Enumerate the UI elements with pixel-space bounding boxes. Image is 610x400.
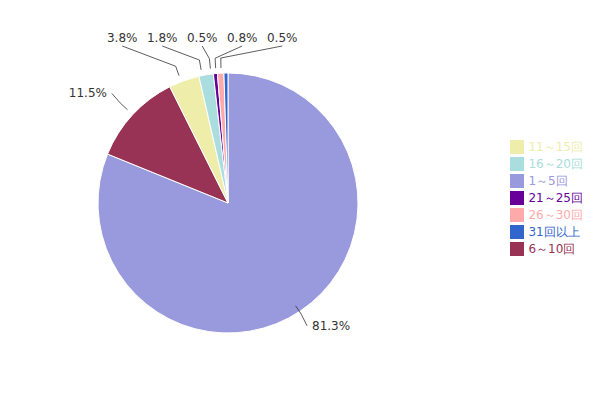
html-text:31回以上: 31回以上	[528, 224, 580, 239]
html-text:26～30回: 26～30回	[528, 207, 583, 222]
svg-text:0.5%: 0.5%	[267, 31, 298, 45]
svg-text:81.3%: 81.3%	[312, 319, 350, 333]
html-text:11～15回: 11～15回	[528, 139, 583, 154]
svg-text:11.5%: 11.5%	[69, 86, 107, 100]
html-text:6～10回: 6～10回	[528, 241, 576, 256]
svg-text:1.8%: 1.8%	[147, 31, 178, 45]
html-text:16～20回: 16～20回	[528, 156, 583, 171]
svg-text:0.5%: 0.5%	[187, 31, 218, 45]
html-text:1～5回: 1～5回	[528, 173, 568, 188]
html-text:21～25回: 21～25回	[528, 190, 583, 205]
svg-text:3.8%: 3.8%	[107, 31, 138, 45]
svg-text:0.8%: 0.8%	[227, 31, 258, 45]
